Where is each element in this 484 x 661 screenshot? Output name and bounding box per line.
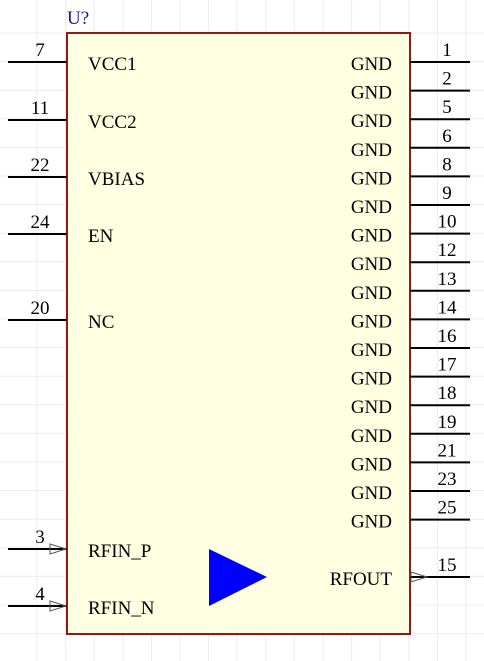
pin-name: RFOUT: [330, 569, 393, 590]
pin-name: GND: [351, 283, 392, 304]
pin-number: 7: [35, 40, 45, 61]
pin-name: VCC2: [88, 112, 137, 133]
pin-number: 3: [35, 527, 45, 548]
pin-number: 9: [442, 183, 452, 204]
pin-name: GND: [351, 54, 392, 75]
pin-name: GND: [351, 226, 392, 247]
pin-name: GND: [351, 397, 392, 418]
pin-name: GND: [351, 311, 392, 332]
pin-number: 6: [442, 126, 452, 147]
pin-name: GND: [351, 111, 392, 132]
component-body: [66, 32, 411, 635]
pin-number: 16: [438, 326, 457, 347]
pin-number: 22: [31, 155, 50, 176]
pin-number: 20: [31, 298, 50, 319]
pin-number: 5: [442, 97, 452, 118]
pin-name: VCC1: [88, 54, 137, 75]
pin-name: GND: [351, 426, 392, 447]
pin-number: 25: [438, 498, 457, 519]
pin-number: 8: [442, 154, 452, 175]
pin-number: 13: [438, 269, 457, 290]
pin-number: 17: [438, 355, 457, 376]
pin-name: RFIN_N: [88, 598, 155, 619]
pin-name: EN: [88, 226, 114, 247]
pin-name: GND: [351, 454, 392, 475]
pin-number: 21: [438, 440, 457, 461]
pin-name: GND: [351, 340, 392, 361]
pin-number: 1: [442, 40, 452, 61]
pin-name: NC: [88, 312, 114, 333]
pin-name: VBIAS: [88, 169, 145, 190]
pin-name: RFIN_P: [88, 541, 151, 562]
input-arrow: [49, 543, 68, 555]
input-arrow: [49, 600, 68, 612]
pin-number: 11: [31, 98, 49, 119]
amplifier-symbol: [209, 549, 267, 606]
designator: U?: [67, 8, 89, 29]
pin-number: 10: [438, 212, 457, 233]
pin-number: 23: [438, 469, 457, 490]
pin-name: GND: [351, 254, 392, 275]
pin-name: GND: [351, 140, 392, 161]
pin-number: 12: [438, 240, 457, 261]
pin-name: GND: [351, 512, 392, 533]
pin-number: 24: [31, 212, 51, 233]
pin-name: GND: [351, 168, 392, 189]
pin-number: 2: [442, 69, 452, 90]
pin-number: 18: [438, 383, 457, 404]
pin-name: GND: [351, 197, 392, 218]
output-arrow: [410, 571, 429, 583]
pin-number: 14: [438, 297, 458, 318]
pin-number: 19: [438, 412, 457, 433]
pin-number: 15: [438, 555, 457, 576]
pin-number: 4: [35, 584, 45, 605]
pin-name: GND: [351, 483, 392, 504]
pin-name: GND: [351, 83, 392, 104]
pin-name: GND: [351, 369, 392, 390]
